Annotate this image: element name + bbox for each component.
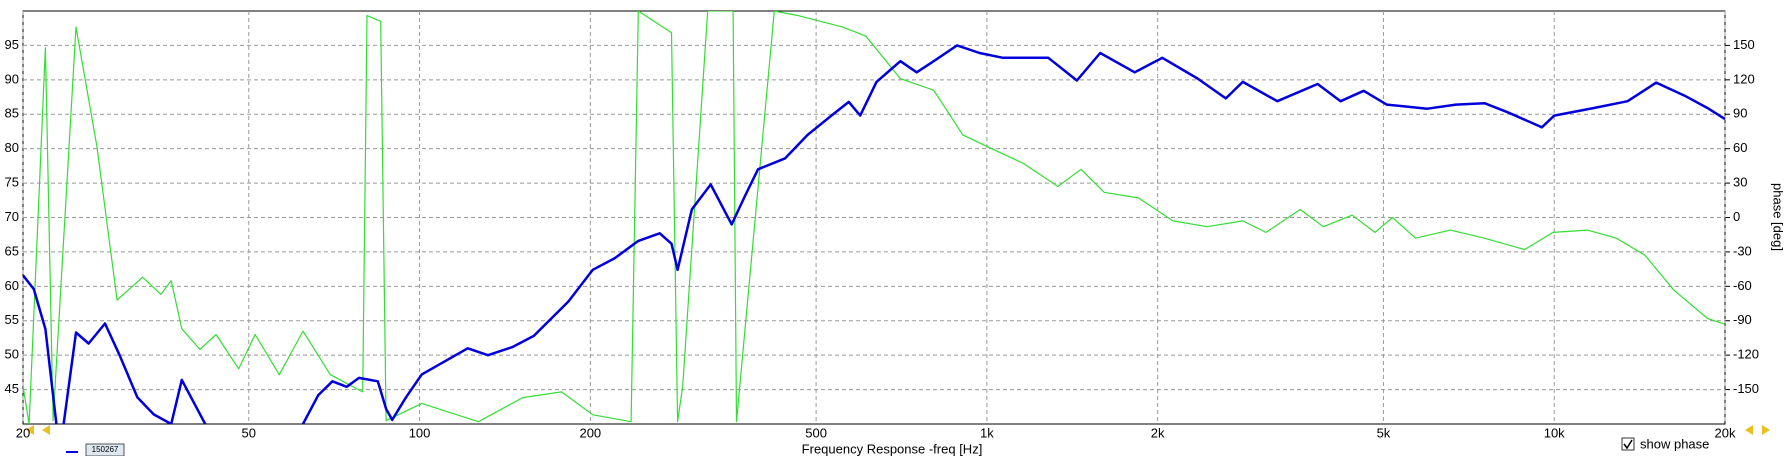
legend-label: 150267 bbox=[92, 445, 119, 454]
y-tick-label: 85 bbox=[5, 106, 19, 121]
legend-box bbox=[85, 443, 125, 456]
y-tick-label: 55 bbox=[5, 312, 19, 327]
y2-tick-label: -120 bbox=[1733, 347, 1759, 362]
checkbox-label[interactable]: show phase bbox=[1640, 436, 1709, 451]
x-tick-label: 500 bbox=[805, 425, 827, 440]
y2-tick-label: 90 bbox=[1733, 106, 1747, 121]
series-line bbox=[23, 44, 1725, 424]
scroll-arrows-right[interactable] bbox=[1745, 425, 1770, 435]
y-tick-label: 90 bbox=[5, 71, 19, 86]
x-tick-label: 20 bbox=[16, 425, 30, 440]
y2-tick-label: -60 bbox=[1733, 278, 1752, 293]
y-tick-label: 50 bbox=[5, 347, 19, 362]
y-tick-label: 65 bbox=[5, 243, 19, 258]
plot-lines bbox=[23, 11, 1725, 424]
y2-tick-label: -150 bbox=[1733, 381, 1759, 396]
y-tick-label: 75 bbox=[5, 175, 19, 190]
show-phase-toggle[interactable]: show phase bbox=[1621, 436, 1709, 451]
y2-tick-label: 150 bbox=[1733, 37, 1755, 52]
y2-tick-label: -30 bbox=[1733, 243, 1752, 258]
y-tick-label: 70 bbox=[5, 209, 19, 224]
x-tick-label: 5k bbox=[1377, 425, 1391, 440]
x-tick-label: 100 bbox=[409, 425, 431, 440]
y-tick-label: 45 bbox=[5, 381, 19, 396]
y-tick-label: 95 bbox=[5, 37, 19, 52]
x-axis-label: Frequency Response -freq [Hz] bbox=[802, 441, 983, 456]
x-tick-label: 10k bbox=[1544, 425, 1565, 440]
y2-tick-label: 0 bbox=[1733, 209, 1740, 224]
y2-tick-label: -90 bbox=[1733, 312, 1752, 327]
x-tick-label: 50 bbox=[242, 425, 256, 440]
scroll-arrows-left[interactable] bbox=[26, 425, 50, 435]
y2-tick-label: 60 bbox=[1733, 140, 1747, 155]
y2-axis-label: phase [deg] bbox=[1771, 183, 1785, 251]
checkbox[interactable] bbox=[1621, 437, 1635, 451]
x-tick-label: 2k bbox=[1151, 425, 1165, 440]
x-tick-label: 200 bbox=[579, 425, 601, 440]
y-tick-label: 80 bbox=[5, 140, 19, 155]
y2-tick-label: 120 bbox=[1733, 71, 1755, 86]
check-mark bbox=[1623, 439, 1633, 450]
x-tick-label: 20k bbox=[1715, 425, 1736, 440]
x-tick-label: 1k bbox=[980, 425, 994, 440]
y2-tick-label: 30 bbox=[1733, 175, 1747, 190]
y-tick-label: 60 bbox=[5, 278, 19, 293]
